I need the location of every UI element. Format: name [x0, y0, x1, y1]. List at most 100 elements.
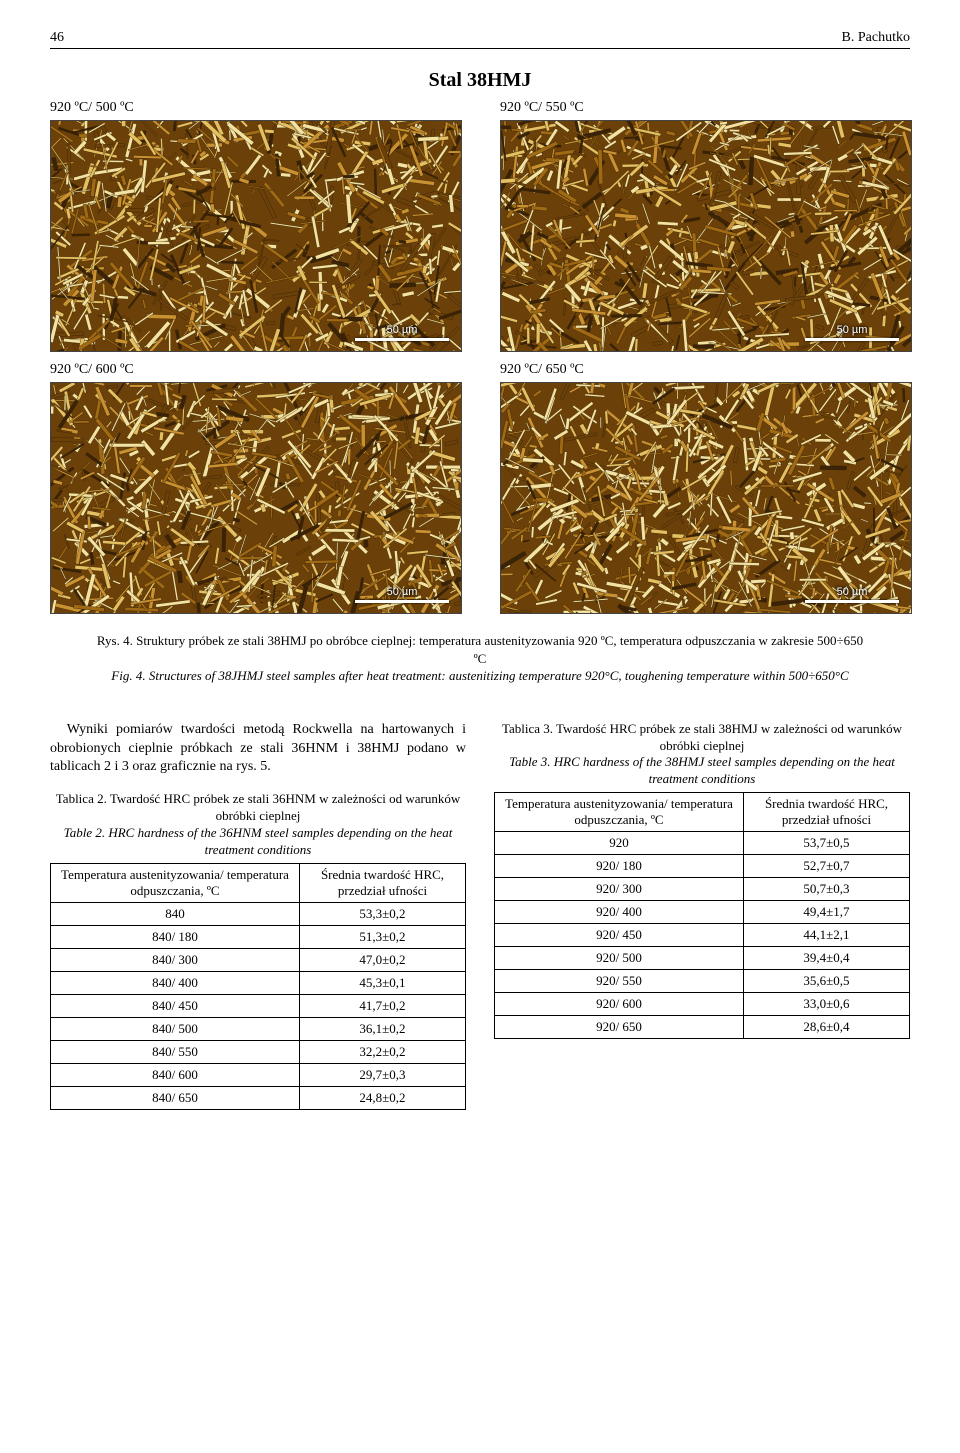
table-cell: 35,6±0,5 [744, 970, 910, 993]
table-cell: 32,2±0,2 [300, 1040, 466, 1063]
table-row: 840/ 45041,7±0,2 [51, 994, 466, 1017]
table-row: 840/ 50036,1±0,2 [51, 1017, 466, 1040]
micrograph-image: 50 µm [50, 120, 462, 352]
left-column: Wyniki pomiarów twardości metodą Rockwel… [50, 707, 466, 1110]
table-cell: 920/ 600 [495, 993, 744, 1016]
table-cell: 44,1±2,1 [744, 924, 910, 947]
table-row: 92053,7±0,5 [495, 832, 910, 855]
table-row: 920/ 45044,1±2,1 [495, 924, 910, 947]
table-row: 840/ 60029,7±0,3 [51, 1063, 466, 1086]
table-cell: 39,4±0,4 [744, 947, 910, 970]
scale-bar: 50 µm [805, 586, 899, 603]
table-cell: 840/ 400 [51, 971, 300, 994]
table-cell: 920/ 180 [495, 855, 744, 878]
micrograph-grid: 920 ºC/ 500 ºC 50 µm 920 ºC/ 550 ºC 50 µ… [50, 100, 910, 614]
table-cell: 920/ 450 [495, 924, 744, 947]
table-cell: 33,0±0,6 [744, 993, 910, 1016]
figure-caption: Rys. 4. Struktury próbek ze stali 38HMJ … [90, 632, 870, 685]
table-row: 920/ 65028,6±0,4 [495, 1016, 910, 1039]
table-row: 840/ 30047,0±0,2 [51, 948, 466, 971]
figure-caption-en: Fig. 4. Structures of 38JHMJ steel sampl… [90, 667, 870, 685]
table-cell: 45,3±0,1 [300, 971, 466, 994]
micrograph-label: 920 ºC/ 550 ºC [500, 100, 910, 116]
table2-header-0: Temperatura austenityzowania/ temperatur… [51, 863, 300, 902]
page-header: 46 B. Pachutko [50, 30, 910, 49]
table-cell: 53,3±0,2 [300, 902, 466, 925]
scale-bar-line [805, 338, 899, 341]
table-cell: 41,7±0,2 [300, 994, 466, 1017]
micrograph-label: 920 ºC/ 600 ºC [50, 362, 460, 378]
body-paragraph: Wyniki pomiarów twardości metodą Rockwel… [50, 721, 466, 778]
two-column-layout: Wyniki pomiarów twardości metodą Rockwel… [50, 707, 910, 1110]
table-cell: 840/ 600 [51, 1063, 300, 1086]
table-row: 840/ 55032,2±0,2 [51, 1040, 466, 1063]
table-cell: 840 [51, 902, 300, 925]
table2-caption-pl: Tablica 2. Twardość HRC próbek ze stali … [50, 791, 466, 825]
page-number: 46 [50, 30, 64, 46]
scale-bar-label: 50 µm [837, 586, 868, 598]
table-row: 920/ 50039,4±0,4 [495, 947, 910, 970]
table-cell: 52,7±0,7 [744, 855, 910, 878]
micrograph-image: 50 µm [500, 120, 912, 352]
scale-bar-line [355, 338, 449, 341]
table-cell: 840/ 300 [51, 948, 300, 971]
table-cell: 36,1±0,2 [300, 1017, 466, 1040]
micrograph-cell: 920 ºC/ 550 ºC 50 µm [500, 100, 910, 352]
table-cell: 29,7±0,3 [300, 1063, 466, 1086]
scale-bar-label: 50 µm [837, 324, 868, 336]
table-cell: 840/ 180 [51, 925, 300, 948]
micrograph-image: 50 µm [500, 382, 912, 614]
table-cell: 920/ 400 [495, 901, 744, 924]
micrograph-cell: 920 ºC/ 650 ºC 50 µm [500, 362, 910, 614]
table-row: 920/ 55035,6±0,5 [495, 970, 910, 993]
table-cell: 920 [495, 832, 744, 855]
table-cell: 47,0±0,2 [300, 948, 466, 971]
table3: Temperatura austenityzowania/ temperatur… [494, 792, 910, 1039]
table-cell: 920/ 550 [495, 970, 744, 993]
table3-caption-en: Table 3. HRC hardness of the 38HMJ steel… [494, 754, 910, 788]
scale-bar-line [805, 600, 899, 603]
micrograph-label: 920 ºC/ 650 ºC [500, 362, 910, 378]
table-cell: 920/ 500 [495, 947, 744, 970]
table-row: 920/ 30050,7±0,3 [495, 878, 910, 901]
table-cell: 49,4±1,7 [744, 901, 910, 924]
table-cell: 50,7±0,3 [744, 878, 910, 901]
table-cell: 840/ 500 [51, 1017, 300, 1040]
table2-header-1: Średnia twardość HRC, przedział ufności [300, 863, 466, 902]
table-cell: 24,8±0,2 [300, 1086, 466, 1109]
table3-header-0: Temperatura austenityzowania/ temperatur… [495, 793, 744, 832]
table2-caption: Tablica 2. Twardość HRC próbek ze stali … [50, 791, 466, 859]
table3-header-1: Średnia twardość HRC, przedział ufności [744, 793, 910, 832]
figure-caption-pl: Rys. 4. Struktury próbek ze stali 38HMJ … [90, 632, 870, 667]
table-cell: 840/ 450 [51, 994, 300, 1017]
steel-title: Stal 38HMJ [50, 69, 910, 92]
table-row: 840/ 65024,8±0,2 [51, 1086, 466, 1109]
table-cell: 920/ 650 [495, 1016, 744, 1039]
table-row: 840/ 18051,3±0,2 [51, 925, 466, 948]
table-cell: 28,6±0,4 [744, 1016, 910, 1039]
author-name: B. Pachutko [842, 30, 910, 46]
table-cell: 53,7±0,5 [744, 832, 910, 855]
scale-bar-line [355, 600, 449, 603]
table-cell: 51,3±0,2 [300, 925, 466, 948]
scale-bar: 50 µm [805, 324, 899, 341]
scale-bar: 50 µm [355, 324, 449, 341]
micrograph-image: 50 µm [50, 382, 462, 614]
table-row: 920/ 60033,0±0,6 [495, 993, 910, 1016]
table-cell: 840/ 550 [51, 1040, 300, 1063]
micrograph-cell: 920 ºC/ 600 ºC 50 µm [50, 362, 460, 614]
table2: Temperatura austenityzowania/ temperatur… [50, 863, 466, 1110]
micrograph-label: 920 ºC/ 500 ºC [50, 100, 460, 116]
scale-bar: 50 µm [355, 586, 449, 603]
table-row: 920/ 40049,4±1,7 [495, 901, 910, 924]
table-row: 84053,3±0,2 [51, 902, 466, 925]
table-row: 920/ 18052,7±0,7 [495, 855, 910, 878]
table3-caption-pl: Tablica 3. Twardość HRC próbek ze stali … [494, 721, 910, 755]
right-column: Tablica 3. Twardość HRC próbek ze stali … [494, 707, 910, 1110]
table-cell: 920/ 300 [495, 878, 744, 901]
table-cell: 840/ 650 [51, 1086, 300, 1109]
table2-caption-en: Table 2. HRC hardness of the 36HNM steel… [50, 825, 466, 859]
table-row: 840/ 40045,3±0,1 [51, 971, 466, 994]
micrograph-cell: 920 ºC/ 500 ºC 50 µm [50, 100, 460, 352]
scale-bar-label: 50 µm [387, 324, 418, 336]
